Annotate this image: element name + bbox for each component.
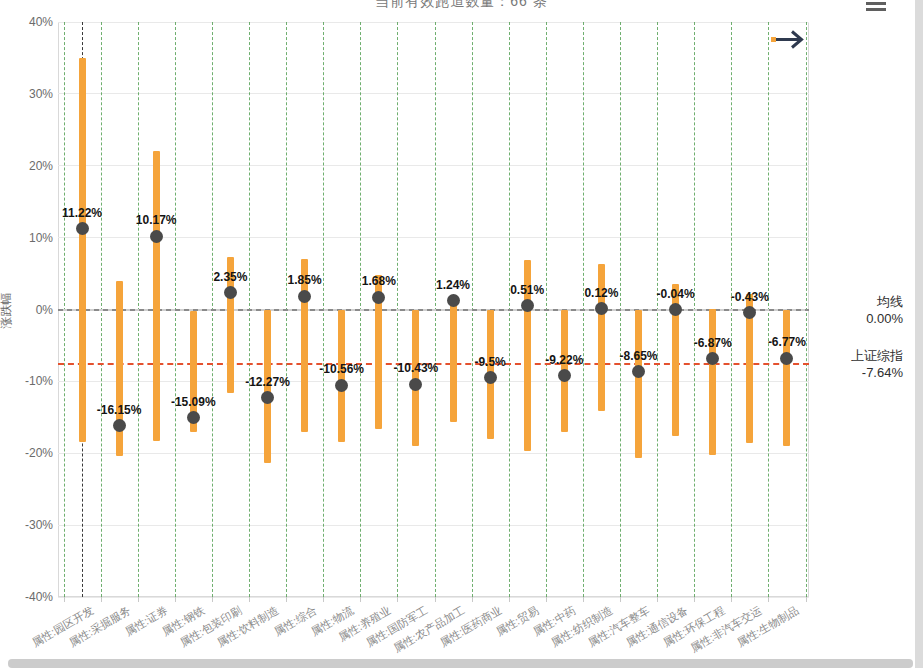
- y-gridline: [58, 237, 809, 238]
- x-axis-tick: [731, 597, 732, 602]
- x-axis-tick: [101, 597, 102, 602]
- value-label: -0.43%: [710, 290, 790, 304]
- value-label: -9.22%: [524, 353, 604, 367]
- value-label: 1.68%: [339, 274, 419, 288]
- y-gridline: [58, 381, 809, 382]
- x-axis-tick: [397, 597, 398, 602]
- ref-line-name: 上证综指: [851, 347, 903, 364]
- x-axis-tick: [472, 597, 473, 602]
- ref-line-value: -7.64%: [851, 364, 903, 381]
- x-axis-tick: [249, 597, 250, 602]
- y-axis-tick-label: -10%: [0, 373, 53, 389]
- x-axis-tick: [435, 597, 436, 602]
- x-axis-tick: [657, 597, 658, 602]
- value-label: -9.5%: [450, 355, 530, 369]
- x-axis-tick: [138, 597, 139, 602]
- y-gridline: [58, 165, 809, 166]
- x-axis-tick: [694, 597, 695, 602]
- ref-line-label: 均线0.00%: [866, 293, 903, 327]
- y-gridline: [58, 22, 809, 23]
- value-label: 10.17%: [116, 213, 196, 227]
- value-label: -12.27%: [228, 375, 308, 389]
- range-bar[interactable]: [635, 310, 642, 458]
- value-label: -16.15%: [79, 403, 159, 417]
- y-axis-tick-label: -40%: [0, 589, 53, 605]
- value-dot[interactable]: [113, 419, 126, 432]
- value-label: -6.87%: [673, 336, 753, 350]
- y-gridline: [58, 93, 809, 94]
- value-label: 11.22%: [42, 206, 122, 220]
- x-axis-tick: [806, 597, 807, 602]
- arrow-right-icon[interactable]: [770, 27, 808, 53]
- x-axis-tick: [64, 597, 65, 602]
- y-axis-tick-label: 40%: [0, 14, 53, 30]
- value-label: 0.12%: [561, 286, 641, 300]
- x-axis-tick: [620, 597, 621, 602]
- y-axis-tick-label: -30%: [0, 517, 53, 533]
- value-label: -8.65%: [599, 349, 679, 363]
- range-bar[interactable]: [783, 310, 790, 447]
- y-gridline: [58, 453, 809, 454]
- horizontal-scrollbar[interactable]: [8, 659, 913, 668]
- mean-ref-line: [58, 309, 809, 311]
- y-gridline: [58, 597, 809, 598]
- y-axis-tick-label: 10%: [0, 230, 53, 246]
- value-label: -0.04%: [636, 287, 716, 301]
- value-label: 2.35%: [190, 270, 270, 284]
- value-dot[interactable]: [150, 230, 163, 243]
- hamburger-icon[interactable]: [866, 2, 886, 14]
- chart-title: 当前有效跑道数量：66 条: [0, 0, 923, 11]
- value-label: 1.85%: [265, 273, 345, 287]
- x-axis-tick: [546, 597, 547, 602]
- value-dot[interactable]: [521, 299, 534, 312]
- value-dot[interactable]: [335, 379, 348, 392]
- ref-line-label: 上证综指-7.64%: [851, 347, 903, 381]
- x-axis-tick: [768, 597, 769, 602]
- x-axis-tick: [323, 597, 324, 602]
- value-dot[interactable]: [224, 286, 237, 299]
- x-axis-tick: [583, 597, 584, 602]
- ref-line-value: 0.00%: [866, 310, 903, 327]
- value-dot[interactable]: [484, 371, 497, 384]
- range-bar[interactable]: [709, 309, 716, 456]
- y-axis-title: 涨跌幅: [0, 289, 15, 333]
- value-label: -6.77%: [747, 335, 827, 349]
- y-axis-tick-label: -20%: [0, 445, 53, 461]
- value-dot[interactable]: [298, 290, 311, 303]
- value-dot[interactable]: [447, 294, 460, 307]
- value-dot[interactable]: [780, 352, 793, 365]
- value-label: -10.56%: [302, 362, 382, 376]
- x-axis-tick: [509, 597, 510, 602]
- value-label: -10.43%: [376, 361, 456, 375]
- value-dot[interactable]: [76, 222, 89, 235]
- ref-line-name: 均线: [866, 293, 903, 310]
- range-bar[interactable]: [79, 58, 86, 443]
- x-axis-tick: [212, 597, 213, 602]
- y-gridline: [58, 525, 809, 526]
- x-axis-tick: [360, 597, 361, 602]
- vertical-scrollbar[interactable]: [915, 0, 923, 668]
- value-label: 1.24%: [413, 278, 493, 292]
- hamburger-bar: [866, 8, 886, 11]
- value-label: 0.51%: [487, 283, 567, 297]
- x-axis-tick: [286, 597, 287, 602]
- y-axis-tick-label: 20%: [0, 158, 53, 174]
- hamburger-bar: [866, 2, 886, 5]
- value-label: -15.09%: [153, 395, 233, 409]
- value-dot[interactable]: [558, 369, 571, 382]
- x-axis-tick: [175, 597, 176, 602]
- value-dot[interactable]: [595, 302, 608, 315]
- y-axis-tick-label: 30%: [0, 86, 53, 102]
